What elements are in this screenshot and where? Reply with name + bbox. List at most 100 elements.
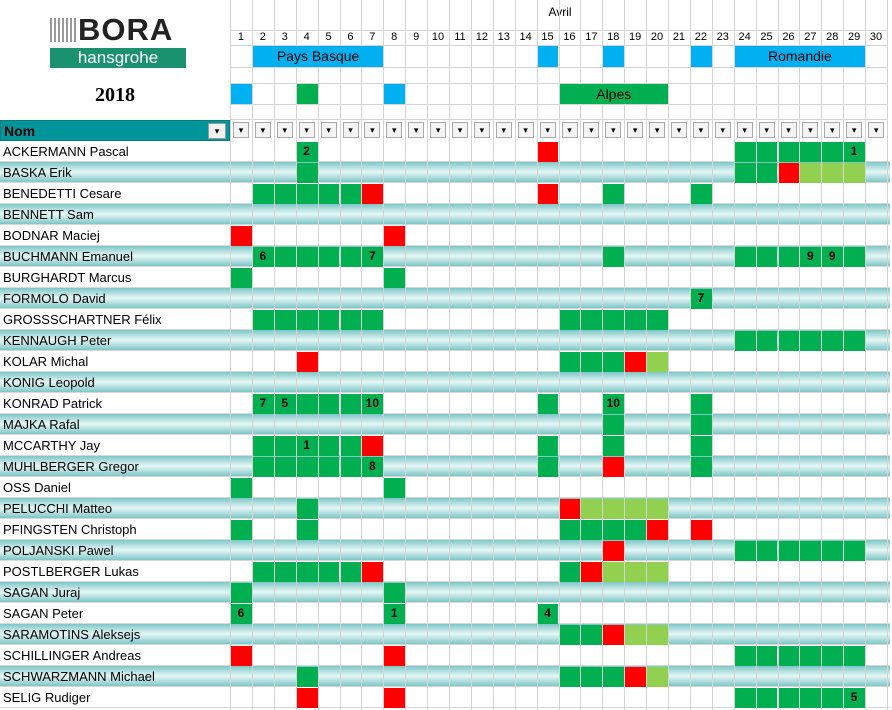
filter-button[interactable]: ▾ bbox=[473, 122, 490, 138]
cell-line bbox=[602, 288, 604, 309]
cell-line bbox=[449, 687, 450, 708]
day-label: 10 bbox=[431, 31, 445, 43]
day-label: 1 bbox=[237, 31, 244, 43]
cell-line bbox=[514, 288, 516, 309]
cell-line bbox=[295, 183, 297, 204]
cell-line bbox=[865, 141, 867, 162]
cell bbox=[603, 415, 625, 435]
filter-button[interactable]: ▾ bbox=[233, 122, 249, 138]
cell-line bbox=[449, 141, 450, 162]
cell-line bbox=[580, 246, 582, 267]
cell bbox=[800, 541, 822, 561]
cell-line bbox=[689, 372, 691, 393]
filter-button[interactable]: ▾ bbox=[627, 122, 644, 138]
cell bbox=[231, 646, 252, 666]
cell bbox=[559, 352, 581, 372]
cell-line bbox=[689, 498, 691, 519]
cell-line bbox=[339, 393, 341, 414]
filter-button[interactable]: ▾ bbox=[254, 122, 271, 138]
cell bbox=[690, 520, 712, 540]
cell-line bbox=[317, 603, 319, 624]
cell-line bbox=[887, 246, 888, 267]
cell-line bbox=[339, 540, 341, 561]
filter-button[interactable]: ▾ bbox=[649, 122, 666, 138]
day-label: 22 bbox=[694, 31, 707, 43]
cell-line bbox=[536, 582, 538, 603]
cell-line bbox=[273, 645, 275, 666]
filter-button[interactable]: ▾ bbox=[583, 122, 600, 138]
cell-line bbox=[339, 645, 341, 666]
cell-line bbox=[251, 204, 253, 225]
filter-button[interactable]: ▾ bbox=[802, 122, 819, 138]
filter-button[interactable]: ▾ bbox=[452, 122, 468, 138]
filter-button[interactable]: ▾ bbox=[386, 122, 403, 138]
filter-button[interactable]: ▾ bbox=[320, 122, 337, 138]
cell-line bbox=[273, 561, 275, 582]
cell-line bbox=[887, 477, 888, 498]
filter-button[interactable]: ▾ bbox=[298, 122, 315, 138]
cell bbox=[252, 247, 274, 267]
filter-button[interactable]: ▾ bbox=[868, 122, 885, 138]
cell bbox=[340, 247, 362, 267]
filter-button[interactable]: ▾ bbox=[692, 122, 709, 138]
cell-line bbox=[799, 225, 801, 246]
cell-line bbox=[470, 414, 472, 435]
filter-button[interactable]: ▾ bbox=[561, 122, 578, 138]
sort-button[interactable]: ▾ bbox=[208, 123, 226, 139]
filter-button[interactable]: ▾ bbox=[342, 122, 359, 138]
cell-line bbox=[273, 477, 275, 498]
rider-name: BASKA Erik bbox=[3, 165, 72, 180]
filter-button[interactable]: ▾ bbox=[846, 122, 863, 138]
cell bbox=[647, 562, 668, 582]
filter-button[interactable]: ▾ bbox=[408, 122, 425, 138]
cell-line bbox=[580, 288, 582, 309]
cell-line bbox=[689, 309, 691, 330]
filter-button[interactable]: ▾ bbox=[605, 122, 622, 138]
filter-button[interactable]: ▾ bbox=[517, 122, 534, 138]
cell-line bbox=[230, 666, 231, 687]
cell-line bbox=[689, 435, 691, 456]
cell-line bbox=[251, 582, 253, 603]
filter-button[interactable]: ▾ bbox=[824, 122, 841, 138]
filter-button[interactable]: ▾ bbox=[364, 122, 381, 138]
cell-line bbox=[558, 267, 560, 288]
filter-button[interactable]: ▾ bbox=[539, 122, 556, 138]
cell-line bbox=[361, 435, 363, 456]
cell-line bbox=[383, 330, 385, 351]
cell-line bbox=[689, 414, 691, 435]
cell-line bbox=[799, 582, 801, 603]
day-label: 9 bbox=[413, 31, 420, 43]
cell-line bbox=[887, 603, 888, 624]
day-label: 28 bbox=[826, 31, 839, 43]
cell-line bbox=[339, 687, 341, 708]
filter-button[interactable]: ▾ bbox=[780, 122, 797, 138]
cell-line bbox=[755, 330, 757, 351]
cell-line bbox=[230, 645, 231, 666]
cell-line bbox=[843, 624, 845, 645]
cell-line bbox=[339, 561, 341, 582]
filter-button[interactable]: ▾ bbox=[430, 122, 447, 138]
cell-line bbox=[230, 393, 231, 414]
cell-line bbox=[230, 582, 231, 603]
cell-line bbox=[624, 309, 626, 330]
filter-button[interactable]: ▾ bbox=[495, 122, 512, 138]
cell-line bbox=[230, 204, 231, 225]
cell bbox=[296, 394, 318, 414]
filter-button[interactable]: ▾ bbox=[736, 122, 753, 138]
day-label: 18 bbox=[607, 31, 620, 43]
filter-button[interactable]: ▾ bbox=[758, 122, 775, 138]
cell-line bbox=[580, 603, 582, 624]
cell-line bbox=[602, 309, 604, 330]
cell-line bbox=[317, 477, 319, 498]
cell-line bbox=[273, 393, 275, 414]
cell-line bbox=[777, 141, 779, 162]
filter-button[interactable]: ▾ bbox=[276, 122, 293, 138]
filter-button[interactable]: ▾ bbox=[671, 122, 687, 138]
cell-line bbox=[624, 225, 626, 246]
race-bar bbox=[603, 46, 625, 67]
cell-line bbox=[580, 645, 582, 666]
cell-line bbox=[449, 540, 450, 561]
cell-line bbox=[711, 309, 713, 330]
filter-button[interactable]: ▾ bbox=[714, 122, 731, 138]
cell-line bbox=[843, 477, 845, 498]
